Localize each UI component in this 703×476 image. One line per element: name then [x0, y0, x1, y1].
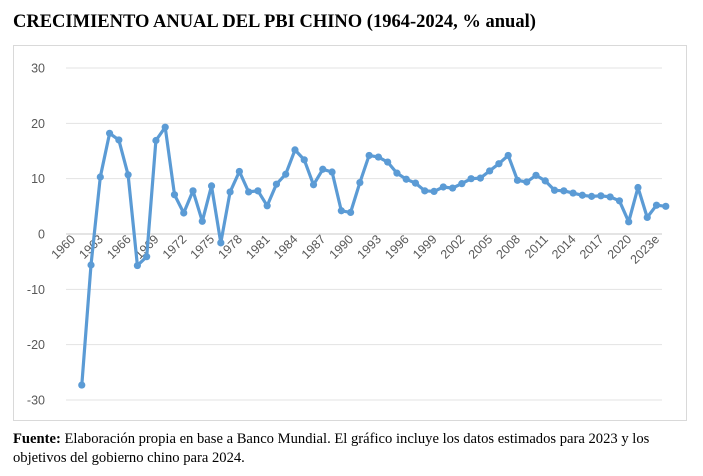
y-tick-label: -10 — [27, 283, 45, 297]
x-tick-label: 1999 — [410, 232, 440, 262]
source-text: Elaboración propia en base a Banco Mundi… — [13, 431, 650, 466]
x-tick-label: 2017 — [577, 232, 607, 262]
data-point — [411, 179, 420, 187]
data-point — [662, 202, 670, 210]
data-point — [78, 381, 86, 389]
data-point — [421, 187, 429, 195]
data-point — [337, 207, 345, 215]
data-point — [235, 167, 243, 176]
data-point — [448, 184, 457, 192]
x-tick-label: 1996 — [382, 232, 412, 262]
x-tick-label: 1966 — [104, 232, 134, 262]
x-tick-label: 1990 — [327, 232, 357, 262]
x-tick-label: 2014 — [549, 232, 579, 262]
data-point — [291, 146, 299, 154]
data-point — [504, 151, 512, 160]
data-point — [356, 178, 364, 187]
data-point — [347, 208, 355, 217]
data-point — [495, 160, 503, 168]
data-point — [652, 201, 661, 209]
data-point — [96, 173, 104, 181]
data-point — [643, 213, 651, 221]
x-tick-label: 1993 — [354, 232, 384, 262]
x-tick-label: 2002 — [438, 232, 468, 262]
source-label: Fuente: — [13, 431, 61, 447]
chart-title: CRECIMIENTO ANUAL DEL PBI CHINO (1964-20… — [13, 12, 536, 32]
data-point — [393, 169, 401, 177]
data-point — [105, 129, 114, 137]
data-point — [541, 177, 549, 185]
y-tick-label: 0 — [38, 228, 45, 242]
data-point — [226, 188, 234, 196]
data-point — [513, 176, 522, 184]
data-point — [402, 175, 410, 183]
data-point — [384, 158, 392, 166]
data-point — [625, 218, 633, 226]
data-point — [272, 180, 281, 188]
data-point — [124, 171, 132, 179]
x-tick-label: 1972 — [160, 232, 190, 262]
data-point — [115, 136, 123, 144]
data-point — [550, 186, 559, 194]
x-tick-label: 1987 — [299, 232, 329, 262]
data-point — [170, 191, 179, 199]
y-tick-label: 20 — [31, 117, 45, 131]
x-tick-label: 1960 — [49, 232, 79, 262]
data-point — [161, 123, 169, 131]
data-point — [254, 187, 262, 195]
data-point — [486, 167, 494, 175]
series-line — [80, 125, 668, 387]
data-point — [217, 239, 225, 247]
y-tick-label: -30 — [27, 394, 45, 408]
data-point — [458, 180, 466, 188]
x-tick-label: 1984 — [271, 232, 301, 262]
data-point — [245, 188, 253, 196]
data-point — [300, 156, 308, 164]
x-tick-label: 1975 — [188, 232, 218, 262]
y-tick-label: 30 — [31, 62, 45, 76]
data-point — [365, 151, 373, 160]
data-point — [430, 187, 438, 195]
y-tick-label: 10 — [31, 172, 45, 186]
data-point — [282, 170, 290, 178]
data-point — [523, 178, 531, 186]
source-note: Fuente: Elaboración propia en base a Ban… — [13, 430, 693, 468]
data-point — [615, 197, 624, 205]
data-point — [578, 191, 586, 199]
data-point — [133, 261, 141, 270]
data-point — [152, 136, 160, 145]
x-tick-label: 2023e — [628, 232, 663, 267]
x-tick-label: 2005 — [466, 232, 496, 262]
data-point — [634, 183, 642, 192]
data-point — [198, 217, 206, 225]
data-point — [309, 181, 318, 189]
chart-area: 30 20 10 0 -10 -20 -30 1960 1963 1966 1969 1972 1975… — [13, 45, 687, 421]
data-point — [439, 183, 447, 191]
data-point — [569, 189, 577, 197]
data-point — [588, 192, 596, 200]
data-point — [180, 209, 188, 217]
data-point — [328, 168, 336, 176]
x-tick-label: 1981 — [243, 232, 273, 262]
data-point — [207, 182, 216, 190]
data-point — [374, 153, 383, 161]
x-tick-label: 2011 — [522, 232, 551, 261]
line-chart: 3020100-10-20-30196019631966196919721975… — [27, 62, 670, 408]
data-point — [319, 165, 327, 173]
data-point — [189, 187, 197, 195]
data-point — [560, 187, 568, 195]
data-point — [263, 202, 271, 210]
x-tick-label: 2008 — [494, 232, 524, 262]
data-point — [87, 261, 95, 269]
data-point — [476, 174, 484, 182]
data-point — [532, 171, 540, 179]
data-point — [143, 253, 151, 261]
data-point — [467, 175, 475, 183]
data-point — [606, 193, 614, 201]
data-point — [597, 192, 605, 200]
y-tick-label: -20 — [27, 338, 45, 352]
